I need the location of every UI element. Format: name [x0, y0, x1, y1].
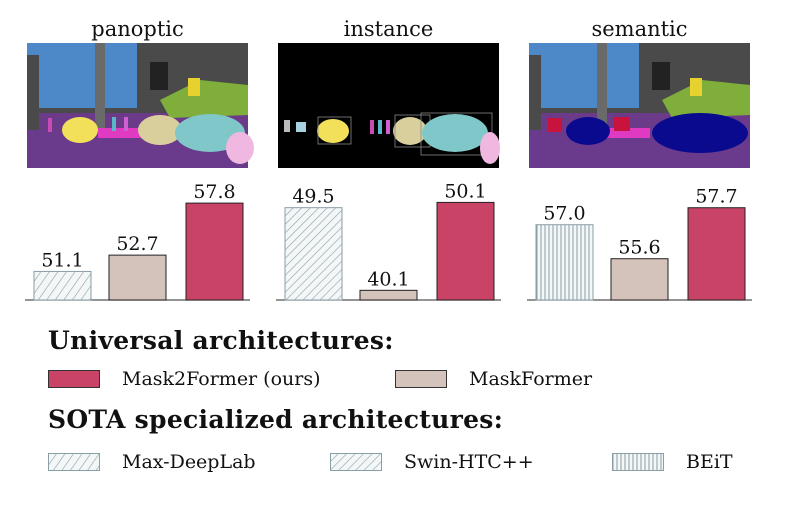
panoptic-segmentation-image — [27, 43, 254, 168]
chart-title-instance: instance — [344, 17, 434, 41]
bar-label-semantic-beit: 57.0 — [543, 203, 585, 225]
bar-semantic-mask2former — [687, 207, 746, 301]
bar-label-semantic-maskformer: 55.6 — [618, 237, 660, 259]
bar-semantic-beit — [535, 224, 594, 301]
bar-label-panoptic-mask2former: 57.8 — [193, 181, 235, 203]
bar-semantic-maskformer — [610, 258, 669, 301]
bar-label-panoptic-maxdeeplab: 51.1 — [41, 249, 83, 271]
bar-label-instance-swinhtc: 49.5 — [292, 186, 334, 208]
bar-instance-mask2former — [436, 201, 495, 301]
chart-title-panoptic: panoptic — [91, 17, 184, 41]
bar-label-panoptic-maskformer: 52.7 — [116, 233, 158, 255]
bar-label-instance-mask2former: 50.1 — [444, 180, 486, 202]
instance-segmentation-image — [278, 43, 500, 168]
chart-title-semantic: semantic — [591, 17, 687, 41]
bar-instance-maskformer — [359, 289, 418, 301]
bar-instance-swinhtc — [284, 207, 343, 301]
semantic-segmentation-image — [529, 43, 750, 168]
bar-label-instance-maskformer: 40.1 — [367, 268, 409, 290]
bar-panoptic-mask2former — [185, 202, 244, 301]
bar-panoptic-maskformer — [108, 254, 167, 301]
bar-label-semantic-mask2former: 57.7 — [695, 186, 737, 208]
bar-panoptic-maxdeeplab — [33, 270, 92, 301]
